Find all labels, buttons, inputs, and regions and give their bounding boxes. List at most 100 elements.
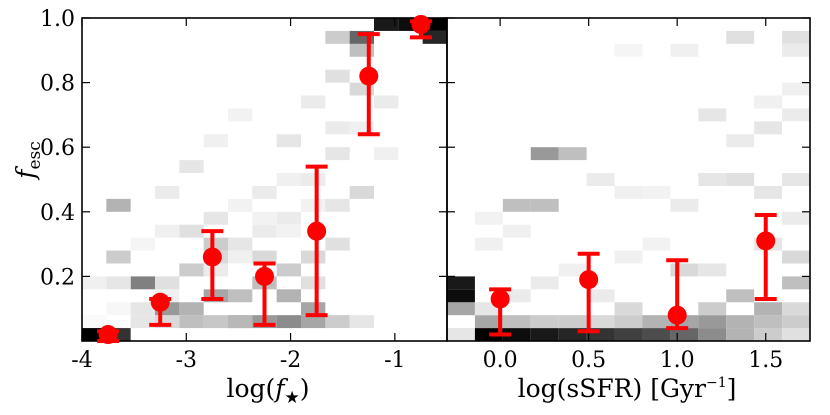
histogram-cell xyxy=(698,315,727,329)
x-tick-label: -2 xyxy=(280,348,301,373)
histogram-cell xyxy=(726,328,755,341)
histogram-cell xyxy=(474,315,503,329)
histogram-cell xyxy=(530,198,559,212)
histogram-cell xyxy=(349,185,374,199)
histogram-cell xyxy=(754,95,783,109)
histogram-cell xyxy=(670,43,699,57)
histogram-cell xyxy=(276,315,301,329)
y-tick-label: 0.4 xyxy=(40,201,75,226)
right-panel-frame xyxy=(446,17,811,342)
histogram-cell xyxy=(558,263,587,277)
histogram-cell xyxy=(301,315,326,329)
histogram-cell xyxy=(325,198,350,212)
histogram-cell xyxy=(179,263,204,277)
histogram-cell xyxy=(252,224,277,238)
histogram-cell xyxy=(155,185,180,199)
data-point xyxy=(756,231,776,251)
histogram-cell xyxy=(614,328,643,341)
histogram-cell xyxy=(106,276,131,290)
histogram-cell xyxy=(228,198,253,212)
histogram-cell xyxy=(349,315,374,329)
histogram-cell xyxy=(155,276,180,290)
histogram-cell xyxy=(325,121,350,135)
histogram-cell xyxy=(530,276,559,290)
histogram-cell xyxy=(642,237,671,251)
x-tick-label: 0.0 xyxy=(483,348,518,373)
data-point xyxy=(411,14,431,34)
histogram-cell xyxy=(586,289,615,303)
histogram-cell xyxy=(130,315,155,329)
x-axis-label-left-close: ) xyxy=(300,374,310,403)
histogram-cell xyxy=(754,121,783,135)
data-point xyxy=(150,292,170,312)
histogram-cell xyxy=(726,315,755,329)
data-point xyxy=(202,247,222,267)
data-point xyxy=(667,305,687,325)
histogram-cell xyxy=(586,173,615,186)
histogram-cell xyxy=(502,224,531,238)
histogram-cell xyxy=(698,302,727,316)
histogram-cell xyxy=(530,328,559,341)
histogram-cell xyxy=(614,250,643,264)
histogram-cell xyxy=(670,198,699,212)
histogram-cell xyxy=(726,173,755,186)
histogram-cell xyxy=(502,198,531,212)
histogram-cell xyxy=(130,302,155,316)
histogram-cell xyxy=(106,198,131,212)
histogram-cell xyxy=(726,134,755,148)
histogram-cell xyxy=(301,95,326,109)
histogram-cell xyxy=(276,211,301,225)
histogram-cell xyxy=(325,237,350,251)
histogram-cell xyxy=(474,211,503,225)
x-axis-label-right-text: log(sSFR) [Gyr xyxy=(518,374,706,403)
histogram-cell xyxy=(252,211,277,225)
histogram-cell xyxy=(325,315,350,329)
histogram-cell xyxy=(228,250,253,264)
histogram-cell xyxy=(179,224,204,238)
y-tick-label: 1.0 xyxy=(40,7,75,32)
histogram-cell xyxy=(252,185,277,199)
histogram-cell xyxy=(502,328,531,341)
x-tick-label: 1.0 xyxy=(660,348,695,373)
histogram-cell xyxy=(155,224,180,238)
histogram-cell xyxy=(325,147,350,161)
histogram-cell xyxy=(698,173,727,186)
histogram-cell xyxy=(782,173,810,186)
histogram-cell xyxy=(130,237,155,251)
histogram-cell xyxy=(130,276,155,290)
histogram-cell xyxy=(301,173,326,186)
histogram-cell xyxy=(698,263,727,277)
histogram-cell xyxy=(614,302,643,316)
histogram-cell xyxy=(782,328,810,341)
histogram-cell xyxy=(754,302,783,316)
histogram-cell xyxy=(301,198,326,212)
histogram-cell xyxy=(642,328,671,341)
histogram-cell xyxy=(203,315,228,329)
histogram-cell xyxy=(502,289,531,303)
histogram-cell xyxy=(782,30,810,44)
histogram-cell xyxy=(179,302,204,316)
histogram-cell xyxy=(228,315,253,329)
x-tick-label: -4 xyxy=(71,348,92,373)
histogram-cell xyxy=(726,289,755,303)
histogram-cell xyxy=(252,250,277,264)
x-tick-label: 1.5 xyxy=(748,348,783,373)
histogram-cell xyxy=(782,250,810,264)
histogram-cell xyxy=(276,173,301,186)
histogram-cell xyxy=(301,250,326,264)
histogram-cell xyxy=(82,315,107,329)
y-axis-label-sub: esc xyxy=(25,141,45,169)
x-tick-label: -3 xyxy=(176,348,197,373)
right-panel-histogram xyxy=(447,30,810,341)
histogram-cell xyxy=(614,43,643,57)
histogram-cell xyxy=(447,302,475,316)
x-axis-label-right: log(sSFR) [Gyr−1] xyxy=(518,374,737,403)
histogram-cell xyxy=(301,302,326,316)
histogram-cell xyxy=(586,315,615,329)
histogram-cell xyxy=(530,147,559,161)
histogram-cell xyxy=(179,160,204,174)
data-point xyxy=(307,221,327,241)
histogram-cell xyxy=(325,30,350,44)
histogram-cell xyxy=(447,289,475,303)
histogram-cell xyxy=(82,276,107,290)
